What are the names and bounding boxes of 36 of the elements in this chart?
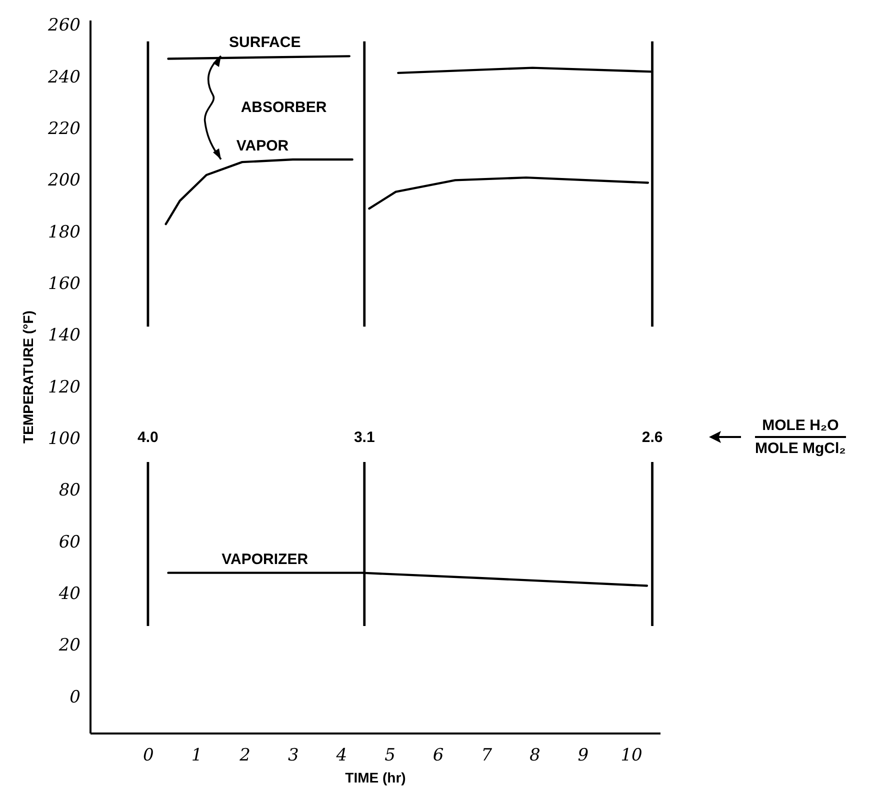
- y-tick-label: 0: [70, 687, 81, 708]
- annotation: 3.1: [354, 429, 375, 446]
- series-label: SURFACE: [229, 34, 301, 52]
- x-tick-label: 2: [238, 746, 250, 766]
- x-tick-label: 4: [335, 746, 348, 766]
- y-tick-label: 160: [48, 274, 81, 294]
- annotation: 2.6: [642, 429, 663, 446]
- x-axis-title: TIME (hr): [345, 770, 406, 786]
- y-tick-label: 100: [48, 429, 81, 449]
- annotation: 4.0: [138, 429, 158, 446]
- y-tick-label: 120: [48, 377, 81, 398]
- x-tick-label: 10: [620, 746, 643, 766]
- text: MOLE MgCl₂: [755, 440, 846, 458]
- y-tick-label: 260: [47, 16, 81, 36]
- y-tick-label: 20: [58, 636, 81, 656]
- text: MOLE H₂O: [761, 417, 840, 434]
- y-tick-label: 60: [58, 532, 81, 552]
- x-tick-label: 0: [143, 746, 154, 766]
- x-tick-label: 8: [529, 746, 540, 766]
- y-tick-label: 80: [58, 480, 81, 501]
- y-tick-label: 40: [58, 584, 81, 604]
- x-tick-label: 9: [578, 746, 589, 766]
- y-tick-label: 180: [48, 222, 81, 242]
- y-tick-label: 220: [47, 119, 81, 139]
- legend-label: VAPOR: [236, 138, 289, 154]
- x-tick-label: 6: [432, 746, 444, 766]
- y-tick-label: 140: [48, 326, 81, 346]
- x-tick-label: 7: [481, 746, 492, 766]
- y-axis-title: TEMPERATURE (°F): [20, 310, 36, 444]
- x-tick-label: 1: [191, 746, 202, 766]
- y-tick-label: 240: [47, 67, 81, 88]
- x-tick-label: 5: [384, 746, 396, 766]
- series-label: VAPORIZER: [222, 550, 308, 568]
- x-tick-label: 3: [288, 746, 299, 766]
- y-tick-label: 200: [47, 170, 81, 191]
- annotation: ABSORBER: [240, 99, 327, 116]
